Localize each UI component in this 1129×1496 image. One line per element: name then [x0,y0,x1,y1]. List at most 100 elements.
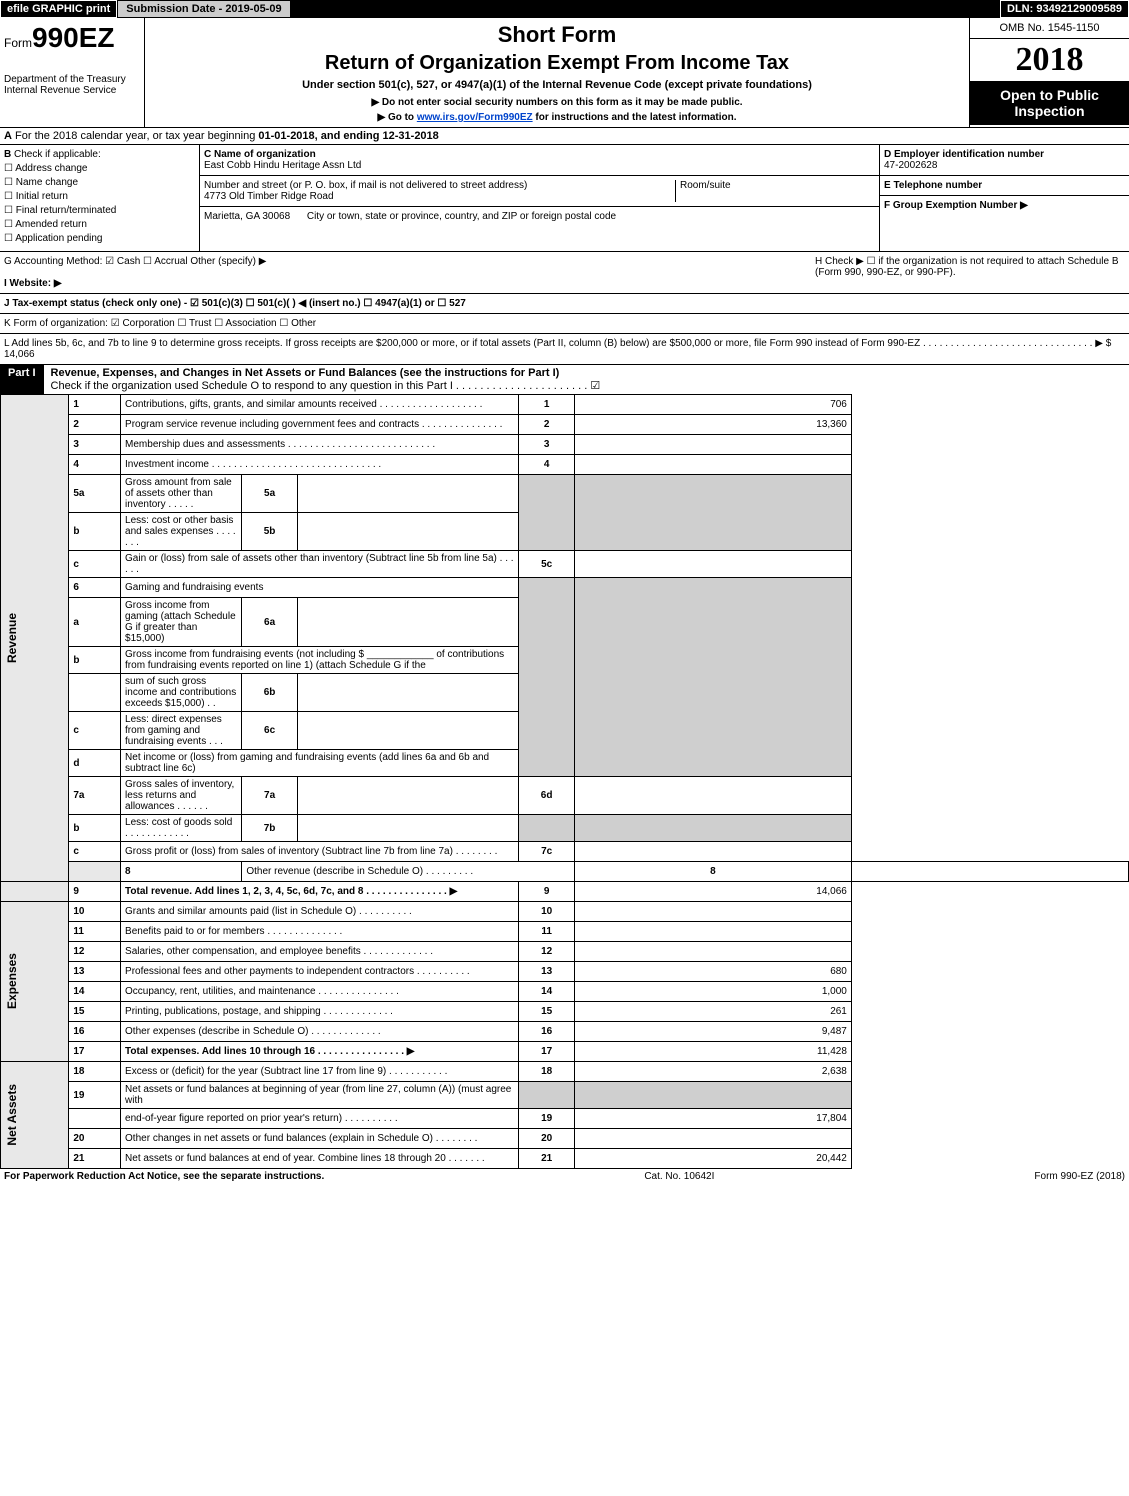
goto-post: for instructions and the latest informat… [533,112,737,123]
line-14: 14Occupancy, rent, utilities, and mainte… [1,982,1129,1002]
form-number: Form990EZ [4,22,140,54]
row-l-gross-receipts: L Add lines 5b, 6c, and 7b to line 9 to … [0,334,1129,365]
org-street-block: Number and street (or P. O. box, if mail… [200,176,879,207]
org-name-block: C Name of organization East Cobb Hindu H… [200,145,879,176]
row-a-pre: For the 2018 calendar year, or tax year … [15,130,258,142]
dln-number: DLN: 93492129009589 [1000,0,1129,18]
line-7a: 7aGross sales of inventory, less returns… [1,777,1129,815]
line-16: 16Other expenses (describe in Schedule O… [1,1022,1129,1042]
room-suite: Room/suite [675,180,875,202]
city: Marietta, GA 30068 [204,211,290,222]
tax-year: 2018 [970,39,1129,81]
goto-link[interactable]: www.irs.gov/Form990EZ [417,112,533,123]
section-bcd: B Check if applicable: ☐ Address change … [0,145,1129,252]
line-6: 6Gaming and fundraising events [1,578,1129,598]
section-def: D Employer identification number 47-2002… [879,145,1129,251]
row-a-mid: , and ending [315,130,383,142]
row-k-form-org: K Form of organization: ☑ Corporation ☐ … [0,314,1129,334]
street: 4773 Old Timber Ridge Road [204,191,334,202]
header-center: Short Form Return of Organization Exempt… [145,18,969,127]
header-right: OMB No. 1545-1150 2018 Open to Public In… [969,18,1129,127]
org-name-label: C Name of organization [204,149,316,160]
line-20: 20Other changes in net assets or fund ba… [1,1129,1129,1149]
expenses-vlabel: Expenses [1,902,69,1062]
line-5c: cGain or (loss) from sale of assets othe… [1,551,1129,578]
org-city-block: Marietta, GA 30068 City or town, state o… [200,207,879,226]
line-1: Revenue 1 Contributions, gifts, grants, … [1,395,1129,415]
tel-label: E Telephone number [884,180,982,191]
do-not-enter: ▶ Do not enter social security numbers o… [149,97,965,108]
form-header: Form990EZ Department of the Treasury Int… [0,18,1129,128]
chk-final-return[interactable]: ☐ Final return/terminated [4,205,195,216]
b-label: B [4,149,11,160]
line-18: Net Assets 18Excess or (deficit) for the… [1,1062,1129,1082]
gh-left: G Accounting Method: ☑ Cash ☐ Accrual Ot… [4,256,815,289]
gh-right: H Check ▶ ☐ if the organization is not r… [815,256,1125,289]
line-19b: end-of-year figure reported on prior yea… [1,1109,1129,1129]
line-7b: bLess: cost of goods sold . . . . . . . … [1,815,1129,842]
line-15: 15Printing, publications, postage, and s… [1,1002,1129,1022]
line-2: 2Program service revenue including gover… [1,415,1129,435]
efile-print-button[interactable]: efile GRAPHIC print [0,0,117,18]
form-prefix: Form [4,36,32,50]
under-section: Under section 501(c), 527, or 4947(a)(1)… [149,79,965,91]
tel-block: E Telephone number [880,176,1129,196]
part-1-table: Revenue 1 Contributions, gifts, grants, … [0,394,1129,1169]
line-7c: cGross profit or (loss) from sales of in… [1,842,1129,862]
part-1-num: Part I [0,365,45,394]
b-title: Check if applicable: [14,149,101,160]
footer-left: For Paperwork Reduction Act Notice, see … [4,1171,324,1182]
line-4: 4Investment income . . . . . . . . . . .… [1,455,1129,475]
open-to-public: Open to Public Inspection [970,81,1129,125]
short-form-title: Short Form [149,22,965,48]
netassets-vlabel: Net Assets [1,1062,69,1169]
part-1-title: Revenue, Expenses, and Changes in Net As… [45,365,1129,394]
chk-initial-return[interactable]: ☐ Initial return [4,191,195,202]
ein-block: D Employer identification number 47-2002… [880,145,1129,176]
row-a-begin: 01-01-2018 [258,130,314,142]
form-990ez: 990EZ [32,22,115,53]
irs: Internal Revenue Service [4,85,140,96]
h-check-2: (Form 990, 990-EZ, or 990-PF). [815,267,1125,278]
line-5a: 5aGross amount from sale of assets other… [1,475,1129,513]
part-1-header: Part I Revenue, Expenses, and Changes in… [0,365,1129,394]
ein-label: D Employer identification number [884,149,1044,160]
ln-1: 1 [69,395,121,415]
page-footer: For Paperwork Reduction Act Notice, see … [0,1169,1129,1184]
section-b-checkboxes: B Check if applicable: ☐ Address change … [0,145,200,251]
h-check: H Check ▶ ☐ if the organization is not r… [815,256,1125,267]
line-12: 12Salaries, other compensation, and empl… [1,942,1129,962]
revenue-vlabel: Revenue [1,395,69,882]
city-label: City or town, state or province, country… [307,211,616,222]
nbox-1: 1 [519,395,574,415]
line-9: 9Total revenue. Add lines 1, 2, 3, 4, 5c… [1,882,1129,902]
chk-application-pending[interactable]: ☐ Application pending [4,233,195,244]
ge-label: F Group Exemption Number ▶ [884,200,1028,211]
goto-pre: ▶ Go to [377,112,416,123]
line-10: Expenses 10Grants and similar amounts pa… [1,902,1129,922]
website: I Website: ▶ [4,278,815,289]
header-left: Form990EZ Department of the Treasury Int… [0,18,145,127]
section-c-org-info: C Name of organization East Cobb Hindu H… [200,145,879,251]
line-11: 11Benefits paid to or for members . . . … [1,922,1129,942]
org-name: East Cobb Hindu Heritage Assn Ltd [204,160,361,171]
line-21: 21Net assets or fund balances at end of … [1,1149,1129,1169]
line-19a: 19Net assets or fund balances at beginni… [1,1082,1129,1109]
omb-number: OMB No. 1545-1150 [970,18,1129,39]
submission-date: Submission Date - 2019-05-09 [117,0,290,18]
line-8: 8Other revenue (describe in Schedule O) … [1,862,1129,882]
row-a-end: 12-31-2018 [383,130,439,142]
street-label: Number and street (or P. O. box, if mail… [204,180,527,191]
line-17: 17Total expenses. Add lines 10 through 1… [1,1042,1129,1062]
line-13: 13Professional fees and other payments t… [1,962,1129,982]
footer-right: Form 990-EZ (2018) [1034,1171,1125,1182]
line-3: 3Membership dues and assessments . . . .… [1,435,1129,455]
goto-link-row: ▶ Go to www.irs.gov/Form990EZ for instru… [149,112,965,123]
amt-1: 706 [574,395,851,415]
chk-amended-return[interactable]: ☐ Amended return [4,219,195,230]
row-a-label: A [4,130,12,142]
desc-1: Contributions, gifts, grants, and simila… [121,395,519,415]
row-j-tax-exempt: J Tax-exempt status (check only one) - ☑… [0,294,1129,314]
chk-address-change[interactable]: ☐ Address change [4,163,195,174]
chk-name-change[interactable]: ☐ Name change [4,177,195,188]
